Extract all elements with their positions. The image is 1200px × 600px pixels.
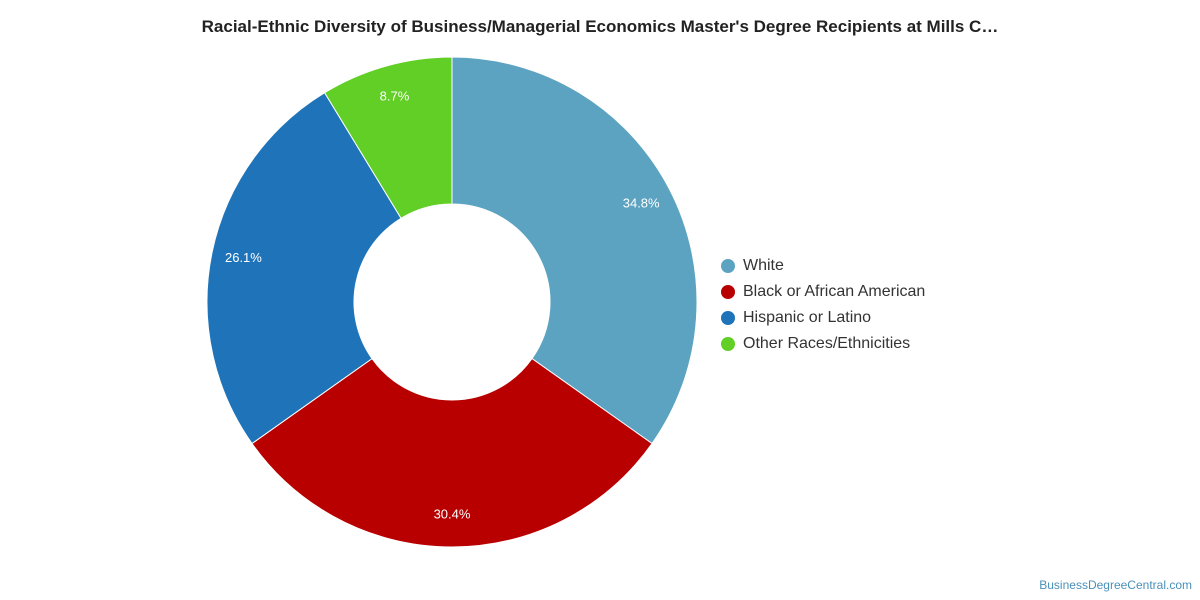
legend-label: Hispanic or Latino xyxy=(743,309,872,326)
labels-group: 34.8% 30.4% 26.1% 8.7% xyxy=(225,88,660,521)
slice-white[interactable] xyxy=(451,56,698,445)
credit-link[interactable]: BusinessDegreeCentral.com xyxy=(1039,578,1192,592)
legend-item-other-races-ethnicities[interactable]: Other Races/Ethnicities xyxy=(721,331,925,357)
chart-title: Racial-Ethnic Diversity of Business/Mana… xyxy=(201,17,999,36)
legend-item-hispanic-or-latino[interactable]: Hispanic or Latino xyxy=(721,305,925,331)
slice-other-races-ethnicities[interactable] xyxy=(323,56,453,219)
legend-swatch-icon xyxy=(721,259,735,273)
legend-label: White xyxy=(743,257,784,274)
slice-label-other-races-ethnicities: 8.7% xyxy=(380,88,410,103)
legend-item-black-or-african-american[interactable]: Black or African American xyxy=(721,279,925,305)
slice-black-or-african-american[interactable] xyxy=(251,357,653,548)
slices-group xyxy=(206,56,698,548)
legend-swatch-icon xyxy=(721,311,735,325)
slice-label-hispanic-or-latino: 26.1% xyxy=(225,250,262,265)
slice-hispanic-or-latino[interactable] xyxy=(206,92,402,445)
slice-label-black-or-african-american: 30.4% xyxy=(434,506,471,521)
legend-label: Black or African American xyxy=(743,283,926,300)
legend-swatch-icon xyxy=(721,285,735,299)
legend-item-white[interactable]: White xyxy=(721,253,925,279)
legend-swatch-icon xyxy=(721,337,735,351)
legend: White Black or African American Hispanic o… xyxy=(721,253,925,357)
slice-label-white: 34.8% xyxy=(623,196,660,211)
legend-label: Other Races/Ethnicities xyxy=(743,335,911,352)
